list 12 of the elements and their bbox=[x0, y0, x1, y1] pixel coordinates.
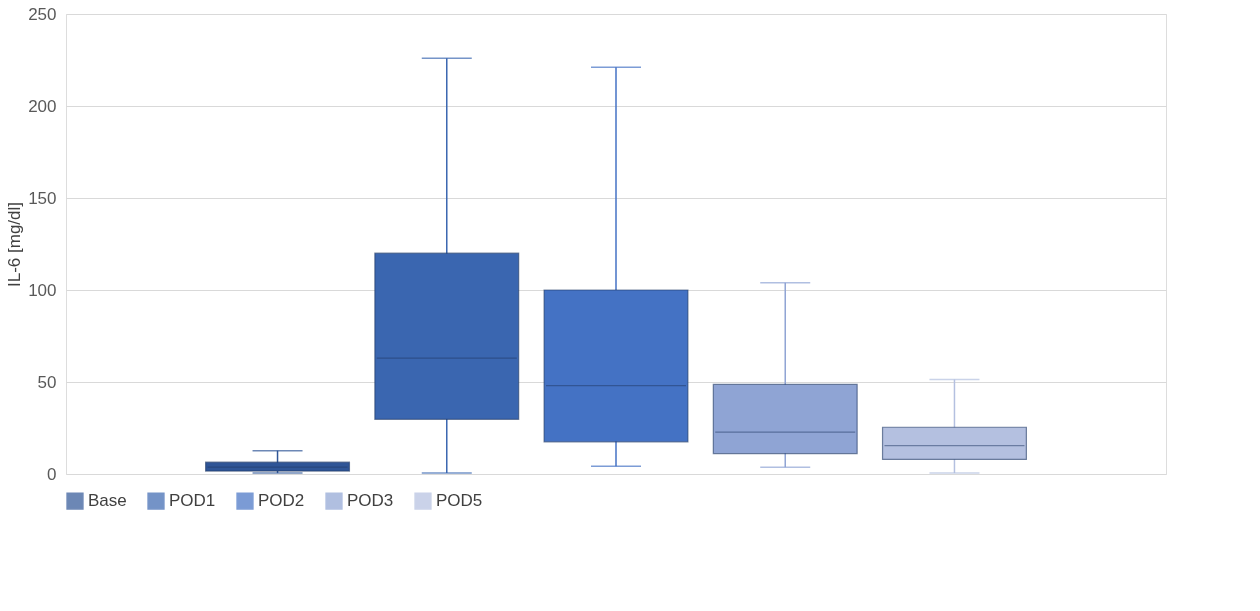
legend-label: Base bbox=[88, 491, 127, 511]
legend-label: POD2 bbox=[258, 491, 305, 511]
y-tick-label: 250 bbox=[28, 4, 57, 24]
legend-label: POD5 bbox=[436, 491, 483, 511]
y-tick-label: 100 bbox=[28, 280, 57, 300]
y-tick-label: 0 bbox=[47, 464, 57, 484]
y-tick-label: 200 bbox=[28, 96, 57, 116]
legend-label: POD3 bbox=[347, 491, 394, 511]
y-axis-title: IL-6 [mg/dl] bbox=[5, 201, 25, 288]
legend-label: POD1 bbox=[169, 491, 216, 511]
y-tick-label: 150 bbox=[28, 188, 57, 208]
y-tick-label: 50 bbox=[37, 372, 57, 392]
